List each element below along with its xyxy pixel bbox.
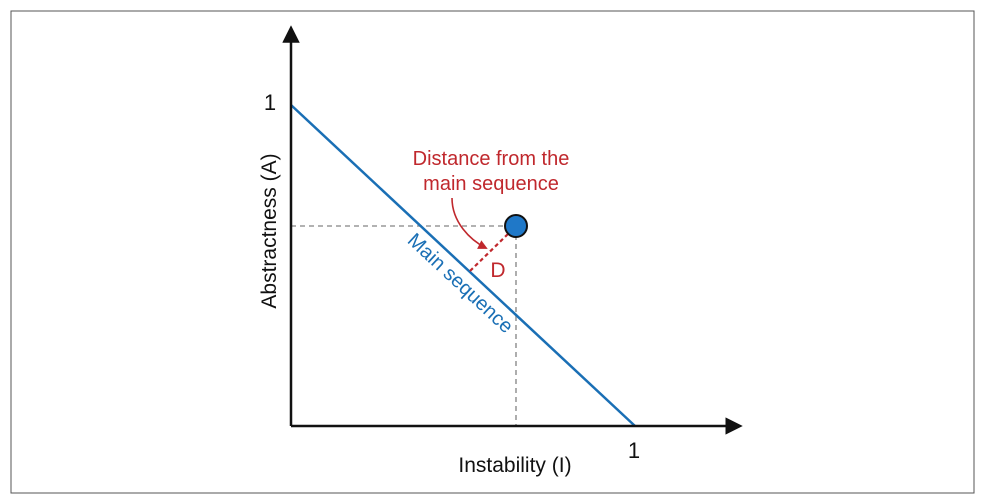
component-point: [504, 214, 528, 238]
figure-border: [10, 10, 975, 494]
x-tick-label: 1: [628, 438, 640, 463]
callout-text-line1: Distance from the: [413, 148, 570, 170]
y-axis-label: Abstractness (A): [258, 153, 281, 308]
distance-label: D: [490, 259, 505, 282]
x-axis-label: Instability (I): [458, 454, 571, 477]
callout-text-line2: main sequence: [423, 173, 559, 195]
distance-segment: [469, 232, 510, 272]
main-sequence-line: [290, 104, 636, 427]
y-tick-label: 1: [264, 90, 276, 115]
callout-arrow: [451, 197, 488, 249]
main-sequence-label: Main sequence: [403, 229, 517, 338]
